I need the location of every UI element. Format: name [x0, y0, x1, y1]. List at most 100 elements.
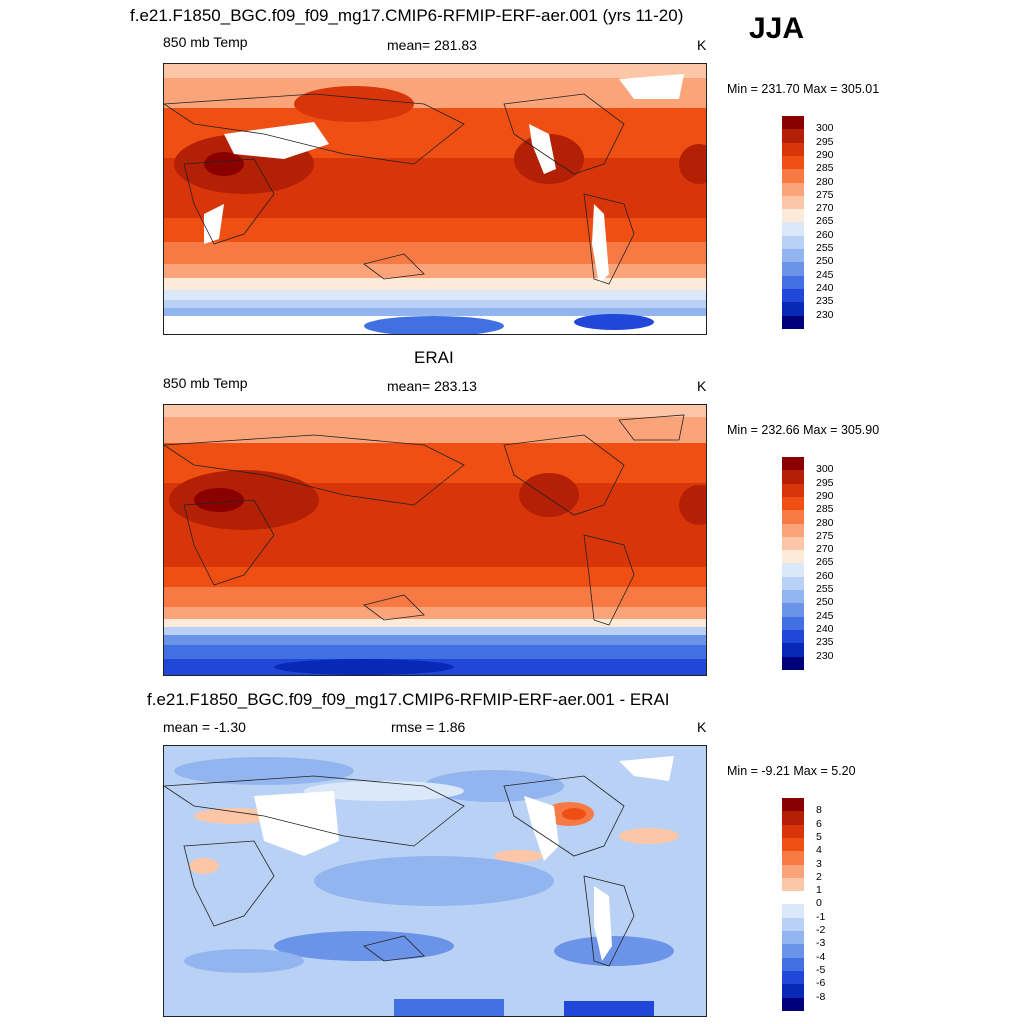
colorbar-swatch — [782, 970, 804, 985]
colorbar-swatch — [782, 169, 804, 183]
panel-3-minmax: Min = -9.21 Max = 5.20 — [727, 764, 856, 778]
colorbar-tick-label: 295 — [816, 135, 834, 148]
colorbar-tick-label: 285 — [816, 162, 834, 175]
colorbar-swatch — [782, 811, 804, 826]
panel-1-left-label: 850 mb Temp — [163, 34, 248, 50]
panel-3-units: K — [697, 719, 707, 735]
colorbar-swatch — [782, 904, 804, 919]
colorbar-swatch — [782, 275, 804, 290]
colorbar-tick-label: -6 — [816, 977, 826, 990]
colorbar-swatch — [782, 249, 804, 263]
colorbar-swatch — [782, 984, 804, 998]
colorbar-tick-label: 3 — [816, 857, 822, 870]
colorbar-tick-label: 0 — [816, 897, 822, 910]
colorbar-swatch — [782, 315, 804, 330]
colorbar-tick-label: 250 — [816, 596, 834, 609]
colorbar-swatch — [782, 129, 804, 144]
panel-3-left-label: mean = -1.30 — [163, 719, 246, 735]
panel-2-minmax: Min = 232.66 Max = 305.90 — [727, 423, 880, 437]
colorbar-swatch — [782, 209, 804, 223]
colorbar-tick-label: 235 — [816, 295, 834, 308]
colorbar-swatch — [782, 510, 804, 524]
panel-1-title: f.e21.F1850_BGC.f09_f09_mg17.CMIP6-RFMIP… — [130, 6, 684, 25]
colorbar-tick-label: 230 — [816, 308, 834, 321]
colorbar-swatch — [782, 917, 804, 932]
colorbar-swatch — [782, 851, 804, 865]
colorbar-swatch — [782, 262, 804, 277]
colorbar-swatch — [782, 877, 804, 892]
colorbar-swatch — [782, 457, 804, 471]
colorbar-swatch — [782, 288, 804, 303]
colorbar-swatch — [782, 837, 804, 852]
colorbar-swatch — [782, 864, 804, 879]
colorbar-tick-label: 255 — [816, 242, 834, 254]
colorbar-swatch — [782, 616, 804, 631]
colorbar-tick-label: 285 — [816, 503, 834, 516]
colorbar-swatch — [782, 235, 804, 250]
colorbar-swatch — [782, 222, 804, 237]
panel-1-center-label: mean= 281.83 — [387, 37, 477, 53]
colorbar-swatch — [782, 891, 804, 905]
colorbar-tick-label: 265 — [816, 215, 834, 228]
colorbar-tick-label: -5 — [816, 963, 826, 976]
colorbar-swatch — [782, 931, 804, 945]
colorbar-swatch — [782, 536, 804, 551]
colorbar-tick-label: 2 — [816, 870, 822, 883]
colorbar-tick-label: 265 — [816, 556, 834, 569]
colorbar-tick-label: 275 — [816, 529, 834, 542]
panel-3-map-field — [164, 746, 706, 1016]
colorbar-swatch — [782, 563, 804, 578]
colorbar-tick-label: 290 — [816, 489, 834, 502]
colorbar-swatch — [782, 550, 804, 564]
colorbar-swatch — [782, 629, 804, 644]
colorbar-swatch — [782, 590, 804, 604]
colorbar-tick-label: -3 — [816, 937, 826, 950]
colorbar-tick-label: 275 — [816, 188, 834, 201]
panel-2-title: ERAI — [414, 348, 454, 367]
panel-2-map-field — [164, 405, 706, 675]
colorbar-swatch — [782, 798, 804, 812]
panel-2-map — [163, 404, 707, 676]
colorbar-swatch — [782, 944, 804, 959]
colorbar-tick-label: 5 — [816, 830, 822, 843]
colorbar-swatch — [782, 643, 804, 657]
colorbar-tick-label: 250 — [816, 255, 834, 268]
colorbar-swatch — [782, 195, 804, 210]
panel-2-left-label: 850 mb Temp — [163, 375, 248, 391]
colorbar-tick-label: -4 — [816, 950, 826, 963]
colorbar-tick-label: -2 — [816, 924, 826, 936]
panel-1-minmax: Min = 231.70 Max = 305.01 — [727, 82, 880, 96]
colorbar-tick-label: 295 — [816, 476, 834, 489]
season-label: JJA — [749, 12, 805, 45]
panel-3-title: f.e21.F1850_BGC.f09_f09_mg17.CMIP6-RFMIP… — [147, 690, 670, 709]
colorbar-swatch — [782, 824, 804, 839]
colorbar-swatch — [782, 957, 804, 972]
colorbar-tick-label: 240 — [816, 622, 834, 635]
colorbar-tick-label: 260 — [816, 228, 834, 241]
colorbar-tick-label: 270 — [816, 543, 834, 556]
colorbar-tick-label: -8 — [816, 990, 826, 1003]
colorbar-tick-label: 1 — [816, 884, 822, 897]
colorbar-swatch — [782, 603, 804, 618]
colorbar-tick-label: 245 — [816, 609, 834, 622]
colorbar-tick-label: 260 — [816, 569, 834, 582]
colorbar-tick-label: 6 — [816, 817, 822, 830]
colorbar-tick-label: 290 — [816, 148, 834, 161]
colorbar-tick-label: 245 — [816, 268, 834, 281]
colorbar-swatch — [782, 182, 804, 197]
colorbar-swatch — [782, 302, 804, 316]
colorbar-swatch — [782, 470, 804, 485]
panel-3-map — [163, 745, 707, 1017]
colorbar-tick-label: 280 — [816, 175, 834, 188]
panel-2-center-label: mean= 283.13 — [387, 378, 477, 394]
colorbar-swatch — [782, 576, 804, 591]
colorbar-swatch — [782, 142, 804, 157]
colorbar-tick-label: 240 — [816, 281, 834, 294]
colorbar-tick-label: 235 — [816, 636, 834, 649]
colorbar-swatch — [782, 483, 804, 498]
colorbar-swatch — [782, 997, 804, 1012]
colorbar-tick-label: 230 — [816, 649, 834, 662]
panel-2-units: K — [697, 378, 707, 394]
colorbar-tick-label: 8 — [816, 804, 822, 817]
colorbar-swatch — [782, 116, 804, 130]
